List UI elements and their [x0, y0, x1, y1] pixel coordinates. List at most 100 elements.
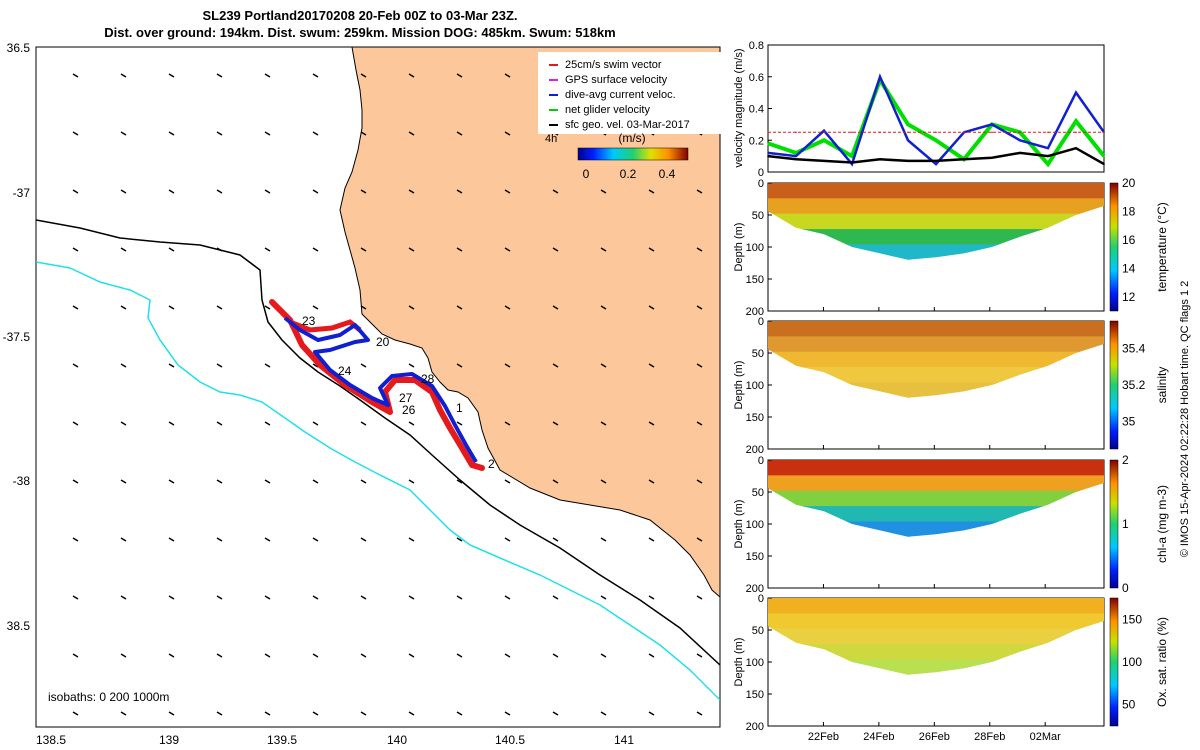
colorbar-tick: 2 — [1122, 453, 1129, 467]
current-vector — [696, 711, 703, 716]
current-vector — [552, 421, 559, 426]
current-vector — [168, 595, 175, 600]
y-tick-label: -38 — [13, 474, 31, 488]
current-vector — [408, 189, 415, 194]
map-legend: 25cm/s swim vector GPS surface velocity … — [538, 52, 722, 181]
current-vector — [312, 653, 319, 658]
current-vector — [552, 189, 559, 194]
current-vector — [312, 189, 319, 194]
current-vector — [696, 537, 703, 542]
current-vector — [168, 363, 175, 368]
x-tick-label: 140.5 — [495, 733, 525, 747]
time-tick: 26Feb — [919, 731, 950, 743]
depth-tick: 50 — [752, 210, 764, 222]
current-vector — [696, 479, 703, 484]
section-colorbar — [1109, 597, 1119, 727]
current-vector — [504, 131, 511, 136]
current-vector — [120, 421, 127, 426]
y-tick-label: 36.5 — [7, 41, 31, 55]
current-vector — [168, 537, 175, 542]
current-vector — [216, 73, 223, 78]
velocity-point — [767, 155, 769, 157]
current-vector — [360, 537, 367, 542]
velocity-y-tick: 0.8 — [749, 40, 764, 52]
depth-tick: 0 — [758, 455, 764, 467]
colorbar-tick: 18 — [1122, 204, 1136, 218]
current-vector — [504, 363, 511, 368]
figure-title-line-1: SL239 Portland20170208 20-Feb 00Z to 03-… — [202, 8, 518, 23]
current-vector — [648, 537, 655, 542]
current-vector — [504, 305, 511, 310]
current-vector — [72, 479, 79, 484]
current-vector — [552, 595, 559, 600]
y-tick-label: 38.5 — [7, 619, 31, 633]
x-tick-label: 141 — [614, 733, 634, 747]
current-vector — [504, 711, 511, 716]
current-vector — [600, 595, 607, 600]
colorbar-label: Ox. sat. ratio (%) — [1155, 617, 1169, 707]
current-vector — [72, 653, 79, 658]
map-y-axis: 36.5 -37 -37.5 -38 38.5 — [3, 41, 31, 633]
current-vector — [72, 363, 79, 368]
velocity-point — [991, 131, 993, 134]
current-vector — [72, 305, 79, 310]
current-vector — [120, 653, 127, 658]
day-labels: 23 20 24 28 27 26 1 2 — [302, 314, 495, 471]
velocity-point — [823, 160, 825, 162]
current-vector — [648, 421, 655, 426]
legend-entry: dive-avg current veloc. — [565, 89, 676, 101]
velocity-point — [1047, 147, 1049, 149]
colorbar-tick: 20 — [1122, 176, 1136, 190]
depth-tick: 200 — [746, 583, 764, 595]
current-vector — [264, 189, 271, 194]
velocity-point — [1047, 131, 1049, 134]
velocity-point — [907, 131, 909, 134]
current-vector — [408, 421, 415, 426]
current-vector — [264, 363, 271, 368]
current-vector — [360, 479, 367, 484]
current-vector — [552, 711, 559, 716]
velocity-point — [795, 131, 797, 134]
current-vector — [408, 711, 415, 716]
map-panel: 23 20 24 28 27 26 1 2 138.5 139 139.5 14… — [3, 41, 722, 747]
section-panel: 0 50 100 150 200 Depth (m) 12 14 16 18 20 temperatu… — [733, 176, 1169, 318]
isobath-200m — [36, 219, 720, 666]
current-vector — [216, 131, 223, 136]
depth-tick: 100 — [746, 242, 764, 254]
land-mass — [339, 47, 720, 598]
current-vector — [312, 363, 319, 368]
current-vector — [456, 595, 463, 600]
current-vector — [216, 537, 223, 542]
x-tick-label: 138.5 — [36, 733, 66, 747]
current-vector — [600, 479, 607, 484]
current-vector — [168, 305, 175, 310]
velocity-point — [935, 163, 937, 165]
section-band — [768, 628, 1104, 646]
current-vector — [72, 537, 79, 542]
colorbar-tick: 50 — [1122, 698, 1136, 712]
current-vector — [360, 363, 367, 368]
velocity-y-tick: 0 — [758, 167, 764, 179]
current-vector — [504, 653, 511, 658]
isobaths-label: isobaths: 0 200 1000m — [48, 690, 169, 704]
velocity-point — [1103, 155, 1105, 157]
current-vector — [312, 247, 319, 252]
current-vector — [312, 421, 319, 426]
current-vector — [120, 247, 127, 252]
current-vector — [264, 421, 271, 426]
current-vector — [648, 247, 655, 252]
current-vector — [456, 653, 463, 658]
colorbar-tick: 12 — [1122, 290, 1136, 304]
velocity-point — [935, 139, 937, 142]
current-vector — [504, 73, 511, 78]
current-vector — [216, 247, 223, 252]
current-vector — [168, 73, 175, 78]
current-vector — [312, 73, 319, 78]
current-vector — [552, 247, 559, 252]
velocity-point — [823, 131, 825, 134]
current-vector — [360, 595, 367, 600]
current-vector — [264, 305, 271, 310]
x-tick-label: 139 — [159, 733, 179, 747]
current-vector — [600, 189, 607, 194]
section-panel: 0 50 100 150 200 Depth (m) 50 100 150 Ox. sat. ra… — [733, 593, 1169, 733]
